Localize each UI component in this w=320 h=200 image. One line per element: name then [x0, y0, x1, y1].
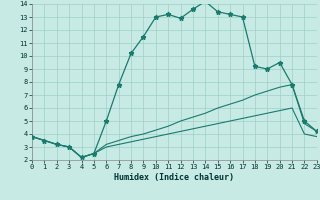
X-axis label: Humidex (Indice chaleur): Humidex (Indice chaleur) [115, 173, 234, 182]
